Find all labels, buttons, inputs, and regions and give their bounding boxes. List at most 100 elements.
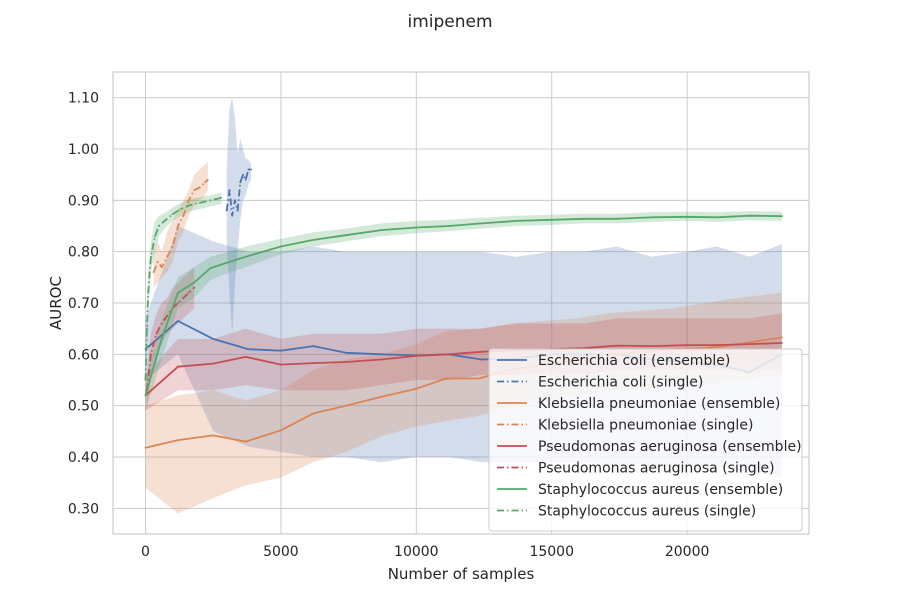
data-point-0 (177, 320, 179, 322)
data-point-4 (415, 355, 418, 357)
data-point-4 (615, 344, 618, 347)
data-point-6 (345, 234, 347, 237)
data-point-0 (380, 353, 382, 356)
data-point-7 (154, 235, 156, 238)
plot-frame (112, 71, 810, 535)
data-point-7 (144, 379, 147, 381)
data-point-4 (781, 342, 783, 344)
data-point-6 (280, 245, 282, 248)
data-point-6 (651, 216, 653, 219)
y-tick-label: 0.60 (68, 347, 99, 363)
data-point-6 (209, 267, 212, 269)
data-point-7 (150, 255, 152, 258)
x-tick-label: 0 (141, 544, 150, 560)
data-point-6 (144, 394, 147, 397)
data-point-6 (615, 217, 618, 220)
legend-label-4: Pseudomonas aeruginosa (ensemble) (538, 439, 802, 455)
data-point-4 (312, 362, 315, 364)
data-point-5 (177, 302, 179, 304)
data-point-6 (193, 281, 196, 284)
data-point-2 (144, 446, 147, 449)
series-line-5 (146, 286, 195, 391)
data-point-6 (447, 225, 450, 227)
data-point-1 (247, 168, 250, 171)
y-tick-label: 0.40 (68, 450, 99, 466)
data-point-0 (345, 351, 347, 354)
data-point-7 (146, 327, 148, 330)
data-point-3 (187, 199, 190, 202)
y-tick-label: 0.70 (68, 296, 99, 312)
tick-labels: 0 5000 10000 15000 20000 0.30 0.40 0.50 0.60 0.70… (68, 91, 710, 560)
data-point-3 (204, 181, 207, 184)
data-point-2 (445, 377, 447, 380)
data-point-2 (212, 434, 215, 437)
data-point-4 (651, 345, 653, 347)
series-line-4 (144, 342, 782, 397)
data-point-2 (345, 404, 347, 407)
data-point-5 (187, 291, 190, 294)
data-point-6 (177, 291, 179, 294)
x-tick-label: 20000 (665, 544, 710, 560)
data-point-6 (228, 261, 231, 263)
data-point-4 (280, 363, 282, 366)
chart-title: imipenem (407, 12, 492, 32)
data-point-2 (312, 412, 315, 415)
data-point-7 (179, 208, 182, 211)
series-line-3 (152, 179, 209, 273)
data-point-6 (550, 218, 553, 221)
data-point-2 (781, 336, 783, 339)
data-point-2 (477, 377, 480, 380)
legend-label-0: Escherichia coli (ensemble) (538, 353, 730, 369)
data-point-5 (193, 286, 196, 289)
data-point-6 (583, 217, 586, 220)
data-point-1 (234, 199, 236, 202)
x-tick-label: 10000 (394, 544, 439, 560)
data-point-4 (480, 350, 483, 353)
data-point-7 (209, 199, 212, 202)
legend-label-5: Pseudomonas aeruginosa (single) (538, 461, 775, 477)
data-point-3 (156, 261, 159, 263)
data-point-6 (415, 226, 418, 229)
data-point-0 (280, 349, 282, 352)
y-tick-label: 1.10 (68, 91, 99, 107)
series-line-1 (225, 168, 252, 217)
series-band-5 (146, 267, 195, 411)
data-point-4 (686, 344, 688, 346)
data-point-4 (380, 358, 382, 361)
data-point-1 (250, 168, 253, 171)
legend-label-2: Klebsiella pneumoniae (ensemble) (538, 396, 780, 412)
data-point-6 (686, 215, 688, 218)
data-point-3 (177, 225, 179, 227)
data-point-6 (312, 239, 315, 241)
legend-label-6: Staphylococcus aureus (ensemble) (538, 482, 783, 498)
data-point-7 (198, 202, 201, 204)
legend-label-7: Staphylococcus aureus (single) (538, 504, 756, 520)
data-point-6 (480, 222, 483, 225)
series-band-1 (226, 97, 252, 334)
data-point-6 (515, 220, 518, 222)
data-point-0 (312, 345, 315, 347)
data-point-7 (187, 204, 190, 207)
data-point-5 (150, 353, 152, 356)
x-axis-label: Number of samples (388, 565, 535, 583)
data-point-6 (781, 215, 783, 218)
legend-label-3: Klebsiella pneumoniae (single) (538, 418, 753, 434)
data-point-4 (177, 365, 179, 368)
data-point-1 (236, 209, 239, 212)
data-point-2 (415, 387, 418, 390)
data-point-4 (345, 361, 347, 363)
data-point-5 (166, 314, 169, 317)
data-point-1 (239, 181, 242, 184)
data-point-3 (152, 271, 155, 274)
data-point-6 (748, 214, 751, 217)
data-point-6 (716, 216, 718, 219)
data-point-3 (160, 266, 163, 268)
data-point-4 (212, 362, 215, 365)
data-point-4 (748, 343, 751, 345)
y-tick-label: 1.00 (68, 142, 99, 158)
data-point-3 (198, 186, 201, 189)
data-point-4 (244, 356, 247, 358)
x-tick-label: 5000 (263, 544, 299, 560)
y-axis-label: AUROC (47, 276, 65, 330)
y-tick-label: 0.30 (68, 501, 99, 517)
